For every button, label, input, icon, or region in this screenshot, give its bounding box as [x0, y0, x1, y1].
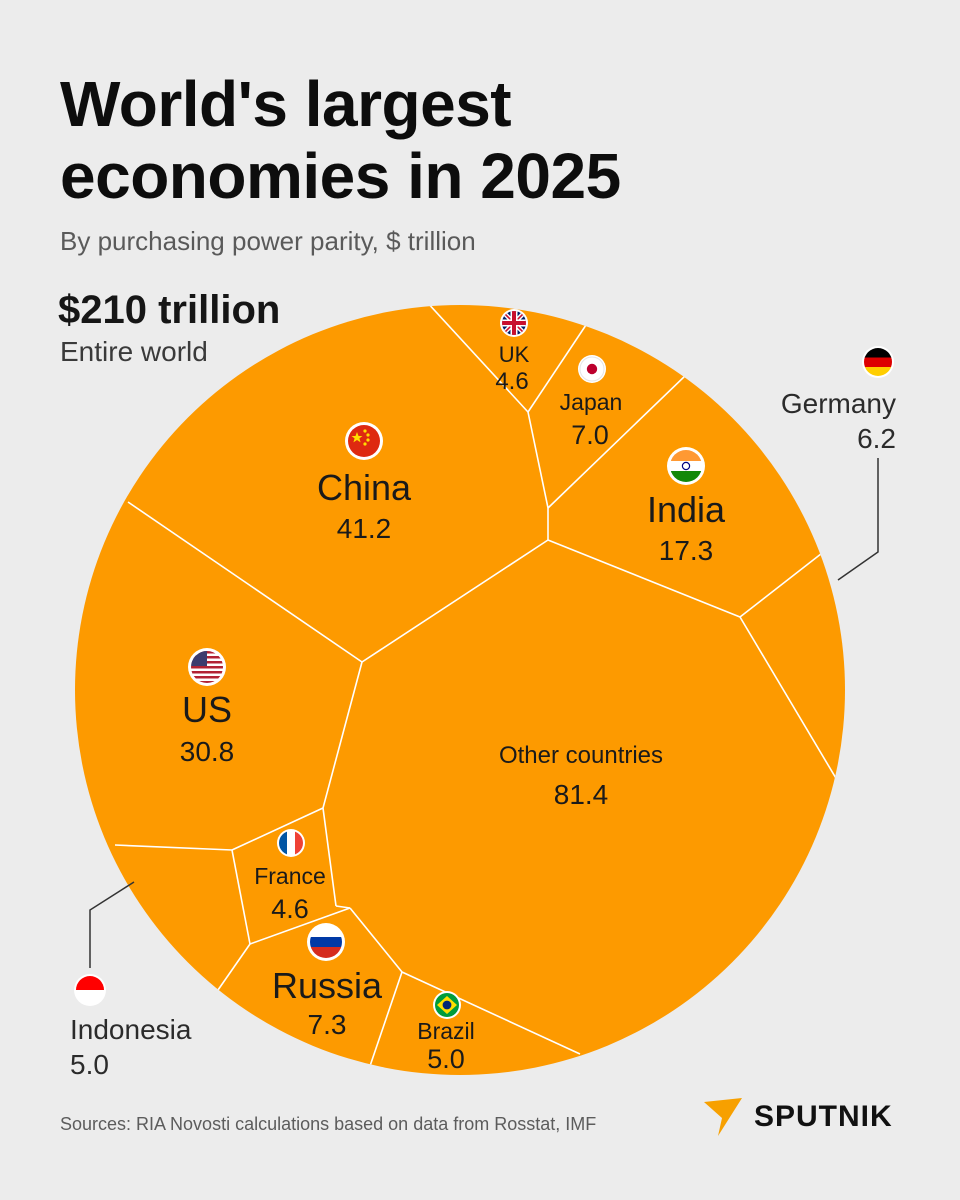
leader-lines [89, 458, 879, 968]
subtitle: By purchasing power parity, $ trillion [60, 226, 476, 256]
border-china-uk [424, 305, 529, 413]
page-title: World's largest economies in 2025 [60, 68, 621, 212]
cell-labels: China 41.2 UK 4.6 Japan 7.0 India 17.3 G… [70, 342, 896, 1080]
flag-japan-icon [578, 355, 606, 383]
border-china-other [361, 539, 549, 663]
label-germany-value: 6.2 [857, 423, 896, 454]
label-us-value: 30.8 [180, 736, 235, 767]
label-other-value: 81.4 [554, 779, 609, 810]
border-india-other [547, 539, 741, 618]
label-brazil-name: Brazil [417, 1018, 475, 1044]
cell-borders [114, 305, 841, 1067]
flag-brazil-icon [433, 991, 461, 1019]
border-france-russia [249, 907, 351, 945]
flag-france-icon [277, 829, 305, 857]
label-germany-name: Germany [781, 388, 896, 419]
label-russia-name: Russia [272, 965, 383, 1006]
border-japan-india [547, 374, 687, 509]
label-japan-value: 7.0 [571, 420, 609, 450]
flag-india-icon [667, 447, 705, 485]
flag-russia-icon [307, 923, 345, 961]
label-china-name: China [317, 467, 412, 508]
border-russia-brazil [369, 971, 403, 1067]
border-france-indonesia [231, 849, 251, 945]
border-uk-japan [527, 321, 589, 413]
indonesia-leader-line [89, 881, 135, 968]
label-indonesia-name: Indonesia [70, 1014, 192, 1045]
label-uk-value: 4.6 [495, 368, 528, 395]
label-france-name: France [254, 863, 326, 889]
flag-china-icon [345, 422, 383, 460]
border-brazil-other [401, 971, 581, 1055]
world-total-value: $210 trillion [58, 288, 281, 332]
border-france-other [335, 905, 351, 909]
border-germany-other [739, 616, 841, 786]
label-other-name: Other countries [499, 742, 663, 769]
label-india-value: 17.3 [659, 535, 714, 566]
border-us-france [231, 807, 324, 851]
sputnik-logo: SPUTNIK [700, 1094, 893, 1140]
label-china-value: 41.2 [337, 513, 392, 544]
source-note: Sources: RIA Novosti calculations based … [60, 1114, 597, 1134]
flag-us-icon [188, 648, 226, 686]
flag-indonesia-icon [74, 974, 106, 1006]
flag-uk-icon [500, 309, 528, 337]
label-russia-value: 7.3 [308, 1009, 347, 1040]
germany-leader-line [837, 458, 879, 581]
chart-disc [75, 305, 845, 1075]
label-india-name: India [647, 489, 726, 530]
brand-name: SPUTNIK [754, 1100, 893, 1133]
label-france-value: 4.6 [271, 894, 309, 924]
border-russia-other [349, 907, 403, 973]
label-us-name: US [182, 689, 232, 730]
label-uk-name: UK [499, 342, 530, 367]
label-brazil-value: 5.0 [427, 1044, 465, 1074]
border-us-indonesia [114, 844, 233, 851]
border-china-us [127, 501, 363, 663]
border-indonesia-russia [217, 943, 251, 991]
chart-cells [75, 305, 845, 1075]
sputnik-arrow-icon [704, 1098, 742, 1136]
flag-germany-icon [862, 346, 894, 378]
border-india-germany [739, 549, 827, 618]
label-japan-name: Japan [560, 389, 623, 415]
label-indonesia-value: 5.0 [70, 1049, 109, 1080]
world-total-label: Entire world [60, 336, 208, 367]
